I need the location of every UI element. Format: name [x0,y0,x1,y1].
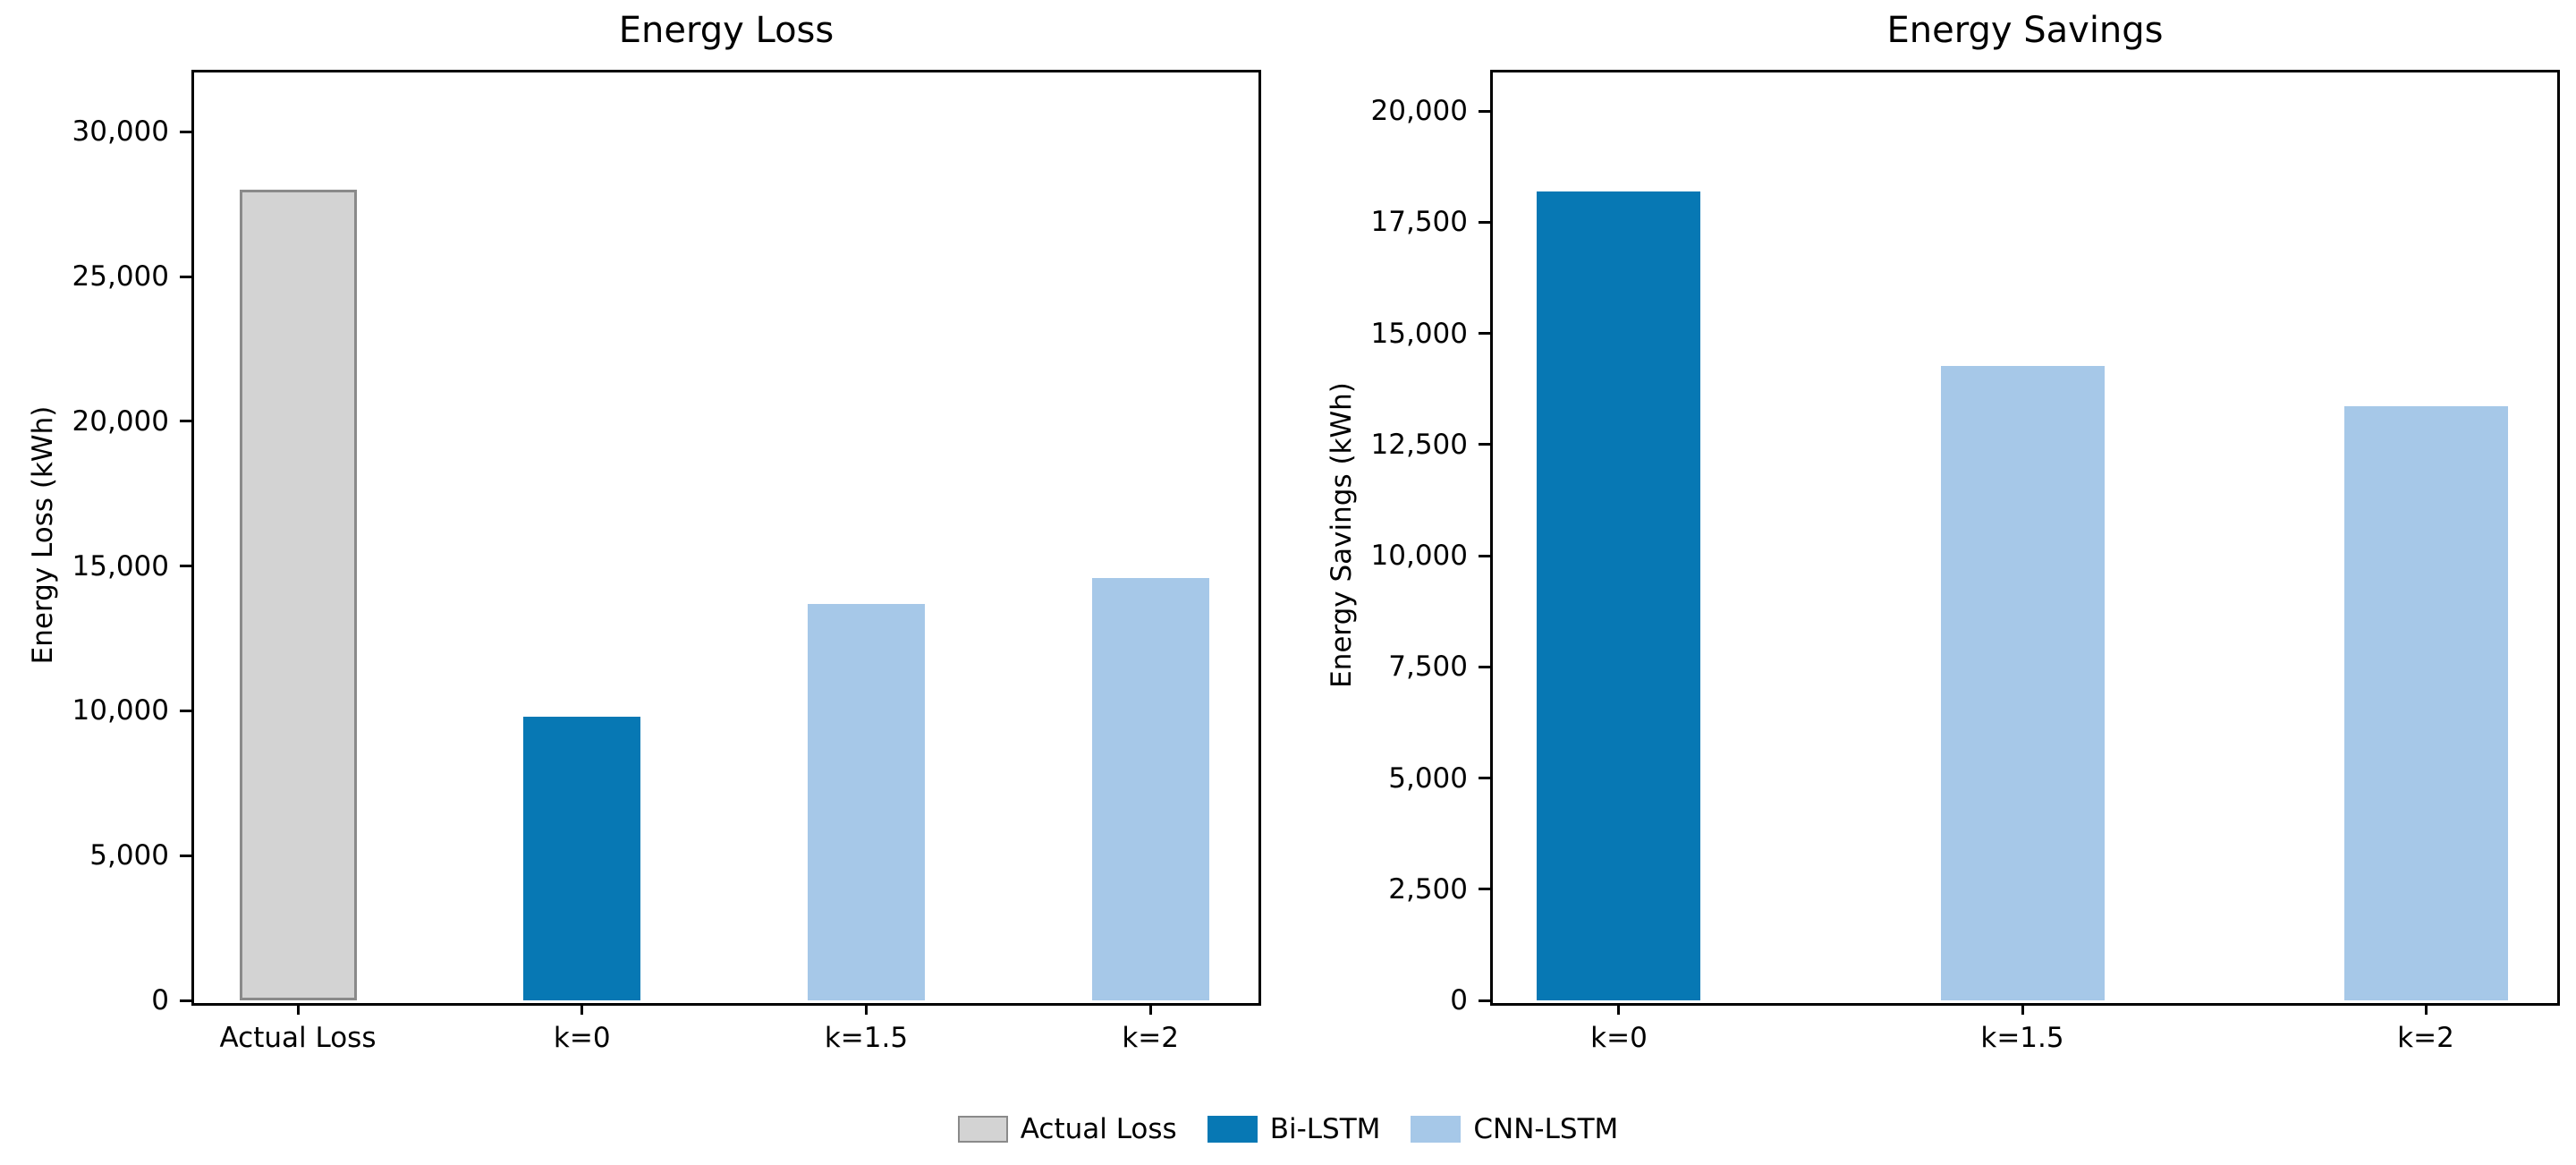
y-tick-mark [1479,554,1490,557]
left-chart-title: Energy Loss [618,10,835,51]
y-tick-mark [180,565,191,568]
y-tick-label: 17,500 [1370,206,1468,239]
x-tick-mark [1617,1003,1621,1015]
y-tick-mark [1479,332,1490,336]
x-tick-label-k-1-5: k=1.5 [824,1022,909,1054]
x-tick-label-k-0: k=0 [1590,1022,1648,1054]
x-tick-mark [1148,1003,1152,1015]
y-tick-mark [180,275,191,278]
legend-item-cnn-lstm: CNN-LSTM [1411,1113,1618,1145]
y-tick-mark [1479,777,1490,780]
x-tick-mark [2021,1003,2024,1015]
x-tick-mark [2424,1003,2428,1015]
left-chart-plot-area [191,70,1261,1006]
left-y-axis-label: Energy Loss (kWh) [27,405,59,665]
y-tick-mark [1479,665,1490,668]
bar-energy-savings-k-1-5 [1940,365,2105,1000]
y-tick-mark [1479,220,1490,224]
y-tick-mark [1479,109,1490,113]
right-chart-title: Energy Savings [1886,10,2164,51]
y-tick-mark [180,130,191,133]
legend-label: Bi-LSTM [1269,1113,1381,1145]
x-tick-label-k-1-5: k=1.5 [1980,1022,2064,1054]
bar-energy-loss-actual-loss [239,189,357,1000]
y-tick-label: 15,000 [72,549,169,582]
y-tick-label: 15,000 [1370,317,1468,350]
y-tick-label: 20,000 [1370,95,1468,128]
x-tick-mark [296,1003,300,1015]
bar-energy-loss-k-2 [1091,577,1209,1000]
bar-energy-savings-k-2 [2343,406,2508,1000]
bar-energy-savings-k-0 [1537,191,1701,1000]
y-tick-mark [180,854,191,857]
y-tick-label: 0 [1450,984,1468,1016]
legend-item-actual-loss: Actual Loss [957,1113,1177,1145]
y-tick-label: 10,000 [1370,540,1468,573]
y-tick-mark [180,709,191,712]
y-tick-label: 30,000 [72,115,169,149]
y-tick-mark [1479,888,1490,891]
x-tick-label-actual-loss: Actual Loss [219,1022,377,1054]
y-tick-label: 5,000 [89,839,169,872]
y-tick-label: 25,000 [72,260,169,293]
y-tick-label: 5,000 [1388,761,1468,795]
y-tick-mark [180,999,191,1002]
legend: Actual Loss Bi-LSTM CNN-LSTM [0,1108,2576,1151]
y-tick-label: 2,500 [1388,872,1468,906]
y-tick-label: 12,500 [1370,428,1468,461]
legend-swatch-cnn-lstm [1411,1116,1462,1143]
y-tick-mark [180,420,191,423]
y-tick-label: 20,000 [72,404,169,438]
y-tick-label: 10,000 [72,694,169,727]
bar-energy-loss-k-1-5 [807,603,925,1000]
legend-swatch-actual-loss [957,1116,1008,1143]
x-tick-label-k-2: k=2 [1122,1022,1180,1054]
legend-item-bi-lstm: Bi-LSTM [1207,1113,1381,1145]
legend-swatch-bi-lstm [1207,1116,1258,1143]
y-tick-mark [1479,999,1490,1002]
y-tick-mark [1479,443,1490,446]
right-y-axis-label: Energy Savings (kWh) [1326,382,1358,688]
y-tick-label: 0 [151,984,169,1016]
bar-energy-loss-k-0 [523,716,641,1000]
x-tick-mark [580,1003,584,1015]
legend-label: Actual Loss [1020,1113,1177,1145]
legend-label: CNN-LSTM [1473,1113,1619,1145]
x-tick-mark [864,1003,868,1015]
x-tick-label-k-2: k=2 [2397,1022,2454,1054]
x-tick-label-k-0: k=0 [553,1022,611,1054]
y-tick-label: 7,500 [1388,651,1468,684]
